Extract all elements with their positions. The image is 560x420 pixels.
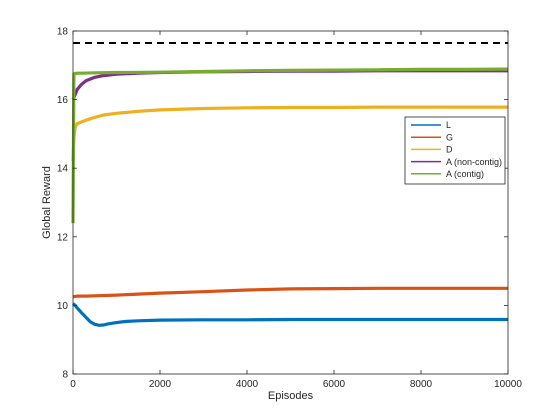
x-axis-label: Episodes [268, 390, 314, 402]
legend-label-0: L [446, 120, 451, 130]
y-tick-label-4: 16 [57, 95, 69, 106]
y-tick-label-3: 14 [57, 164, 69, 175]
x-tick-label-2: 4000 [236, 379, 259, 390]
legend-label-4: A (contig) [446, 169, 484, 179]
legend-box [404, 116, 506, 185]
legend-label-3: A (non-contig) [446, 157, 502, 167]
y-tick-label-1: 10 [57, 301, 69, 312]
legend-label-1: G [446, 132, 453, 142]
y-axis-label: Global Reward [41, 166, 53, 239]
series-line-0 [72, 302, 508, 327]
y-tick-label-2: 12 [57, 232, 69, 243]
x-tick-label-4: 8000 [410, 379, 433, 390]
series-line-1 [72, 286, 508, 299]
x-tick-label-3: 6000 [323, 379, 346, 390]
plot-frame [72, 30, 509, 375]
x-tick-label-0: 0 [70, 379, 76, 390]
x-tick-label-5: 10000 [494, 379, 522, 390]
series-line-2 [71, 105, 508, 162]
legend: LGD A (non-contig) A (contig) [404, 116, 506, 185]
series-line-4 [71, 67, 509, 224]
x-tick-label-1: 2000 [149, 379, 172, 390]
y-tick-label-5: 18 [57, 27, 69, 38]
y-tick-label-0: 8 [62, 370, 68, 381]
legend-label-2: D [446, 145, 453, 155]
